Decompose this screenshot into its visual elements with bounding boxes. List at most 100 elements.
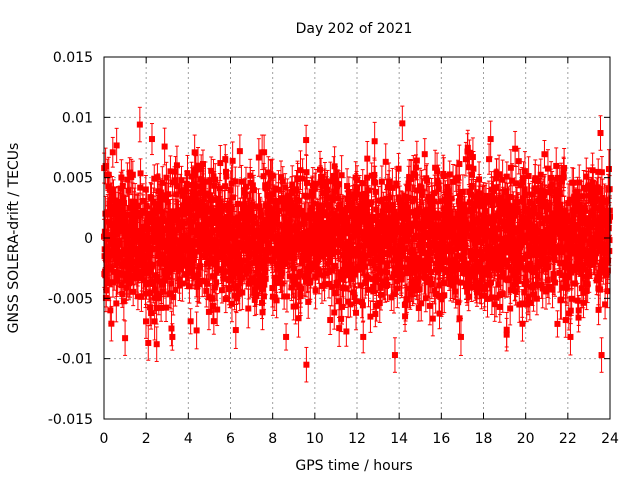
data-point	[315, 266, 322, 273]
data-point	[297, 167, 304, 174]
data-point	[183, 271, 190, 278]
data-point	[208, 167, 215, 174]
data-point	[259, 285, 266, 292]
data-point	[120, 298, 127, 305]
data-point	[295, 315, 302, 322]
data-point	[117, 271, 124, 278]
data-point	[304, 193, 311, 200]
data-point	[167, 228, 174, 235]
data-point	[216, 248, 223, 255]
data-point	[295, 273, 302, 280]
data-point	[169, 223, 176, 230]
data-point	[197, 263, 204, 270]
data-point	[267, 206, 274, 213]
data-point	[249, 182, 256, 189]
data-point	[259, 309, 266, 316]
data-point	[206, 260, 213, 267]
data-point	[265, 249, 272, 256]
data-point	[135, 203, 142, 210]
data-point	[201, 191, 208, 198]
data-point	[240, 201, 247, 208]
data-point	[173, 191, 180, 198]
data-point	[127, 279, 134, 286]
data-point	[275, 186, 282, 193]
data-point	[210, 173, 217, 180]
data-point	[276, 208, 283, 215]
data-point	[111, 268, 118, 275]
data-point	[228, 229, 235, 236]
data-point	[220, 268, 227, 275]
data-point	[154, 174, 161, 181]
data-point	[228, 204, 235, 211]
data-point	[232, 265, 239, 272]
data-point	[127, 211, 134, 218]
data-point	[207, 232, 214, 239]
data-point	[310, 200, 317, 207]
data-point	[193, 183, 200, 190]
data-point	[227, 259, 234, 266]
data-point	[291, 255, 298, 262]
data-point	[254, 261, 261, 268]
data-point	[263, 233, 270, 240]
data-point	[144, 211, 151, 218]
data-point	[146, 219, 153, 226]
data-point	[209, 236, 216, 243]
data-point	[242, 191, 249, 198]
data-point	[189, 197, 196, 204]
data-point	[218, 287, 225, 294]
data-point	[110, 240, 117, 247]
data-point	[289, 249, 296, 256]
data-point	[122, 211, 129, 218]
data-point	[178, 177, 185, 184]
data-point	[302, 278, 309, 285]
data-point	[101, 228, 108, 235]
data-point	[119, 291, 126, 298]
data-point	[278, 222, 285, 229]
data-point	[145, 236, 152, 243]
data-point	[213, 219, 220, 226]
data-point	[222, 183, 229, 190]
data-point	[277, 174, 284, 181]
data-point	[245, 305, 252, 312]
data-point	[147, 289, 154, 296]
data-point	[207, 247, 214, 254]
data-point	[187, 318, 194, 325]
data-point	[156, 292, 163, 299]
data-point	[252, 287, 259, 294]
data-point	[211, 273, 218, 280]
data-point	[188, 173, 195, 180]
data-point	[301, 229, 308, 236]
data-point	[109, 186, 116, 193]
data-point	[172, 286, 179, 293]
data-point	[173, 162, 180, 169]
data-point	[213, 266, 220, 273]
data-point	[158, 237, 165, 244]
data-point	[154, 274, 161, 281]
data-point	[165, 191, 172, 198]
data-point	[309, 204, 316, 211]
data-point	[191, 189, 198, 196]
data-point	[218, 215, 225, 222]
data-point	[288, 244, 295, 251]
data-point	[221, 203, 228, 210]
data-point	[231, 222, 238, 229]
data-point	[289, 273, 296, 280]
data-point	[283, 333, 290, 340]
data-point	[159, 179, 166, 186]
data-point	[148, 136, 155, 143]
data-point	[198, 252, 205, 259]
data-point	[116, 241, 123, 248]
data-point	[119, 182, 126, 189]
data-point	[211, 182, 218, 189]
data-point	[263, 257, 270, 264]
data-point	[282, 184, 289, 191]
data-point	[240, 247, 247, 254]
data-point	[184, 240, 191, 247]
data-point	[186, 258, 193, 265]
data-point	[111, 197, 118, 204]
data-point	[157, 240, 164, 247]
data-point	[137, 170, 144, 177]
data-point	[244, 263, 251, 270]
data-point	[191, 193, 198, 200]
data-point	[284, 193, 291, 200]
